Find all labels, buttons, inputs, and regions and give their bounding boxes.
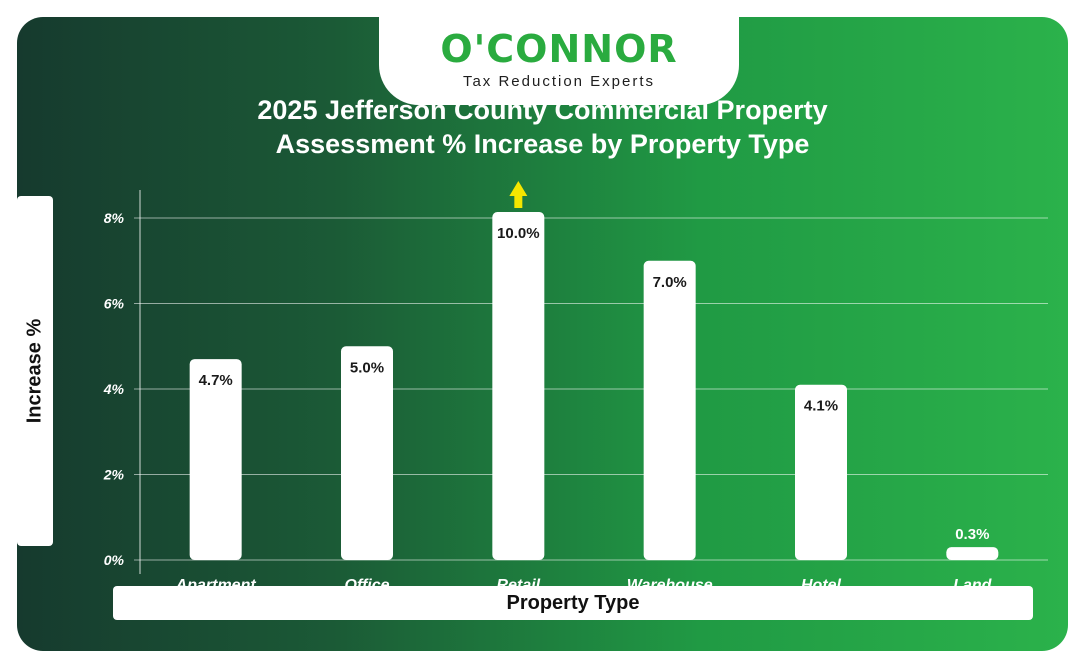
x-tick-label: Land [953, 577, 992, 594]
y-axis-title-box [17, 196, 53, 546]
data-label: 0.3% [955, 526, 989, 543]
x-axis-title-box [113, 586, 1033, 620]
data-label: 10.0% [497, 225, 540, 242]
off-scale-arrow-icon [509, 181, 528, 208]
y-tick-label: 8% [104, 210, 125, 226]
y-tick-label: 6% [104, 296, 125, 312]
data-label: 7.0% [653, 274, 687, 291]
x-tick-label: Warehouse [627, 577, 713, 594]
bar [643, 260, 696, 560]
brand-tagline: Tax Reduction Experts [462, 73, 656, 90]
bar [341, 346, 393, 560]
data-label: 5.0% [350, 359, 384, 376]
x-tick-label: Office [344, 577, 389, 594]
x-axis-title: Property Type [506, 592, 640, 614]
data-label: 4.1% [804, 398, 838, 415]
data-label: 4.7% [199, 372, 233, 389]
bar [189, 359, 242, 560]
x-tick-label: Hotel [801, 577, 842, 594]
x-tick-label: Apartment [175, 577, 257, 594]
y-tick-label: 4% [103, 381, 125, 397]
brand-logo: O'CONNOR [440, 27, 678, 71]
x-tick-label: Retail [497, 577, 541, 594]
bar [795, 384, 847, 560]
logo-tab: O'CONNOR Tax Reduction Experts [379, 17, 739, 105]
chart-title: 2025 Jefferson County Commercial Propert… [257, 95, 828, 159]
bar [492, 212, 545, 560]
y-tick-label: 0% [104, 552, 125, 568]
y-tick-label: 2% [103, 467, 125, 483]
bar [946, 547, 999, 560]
